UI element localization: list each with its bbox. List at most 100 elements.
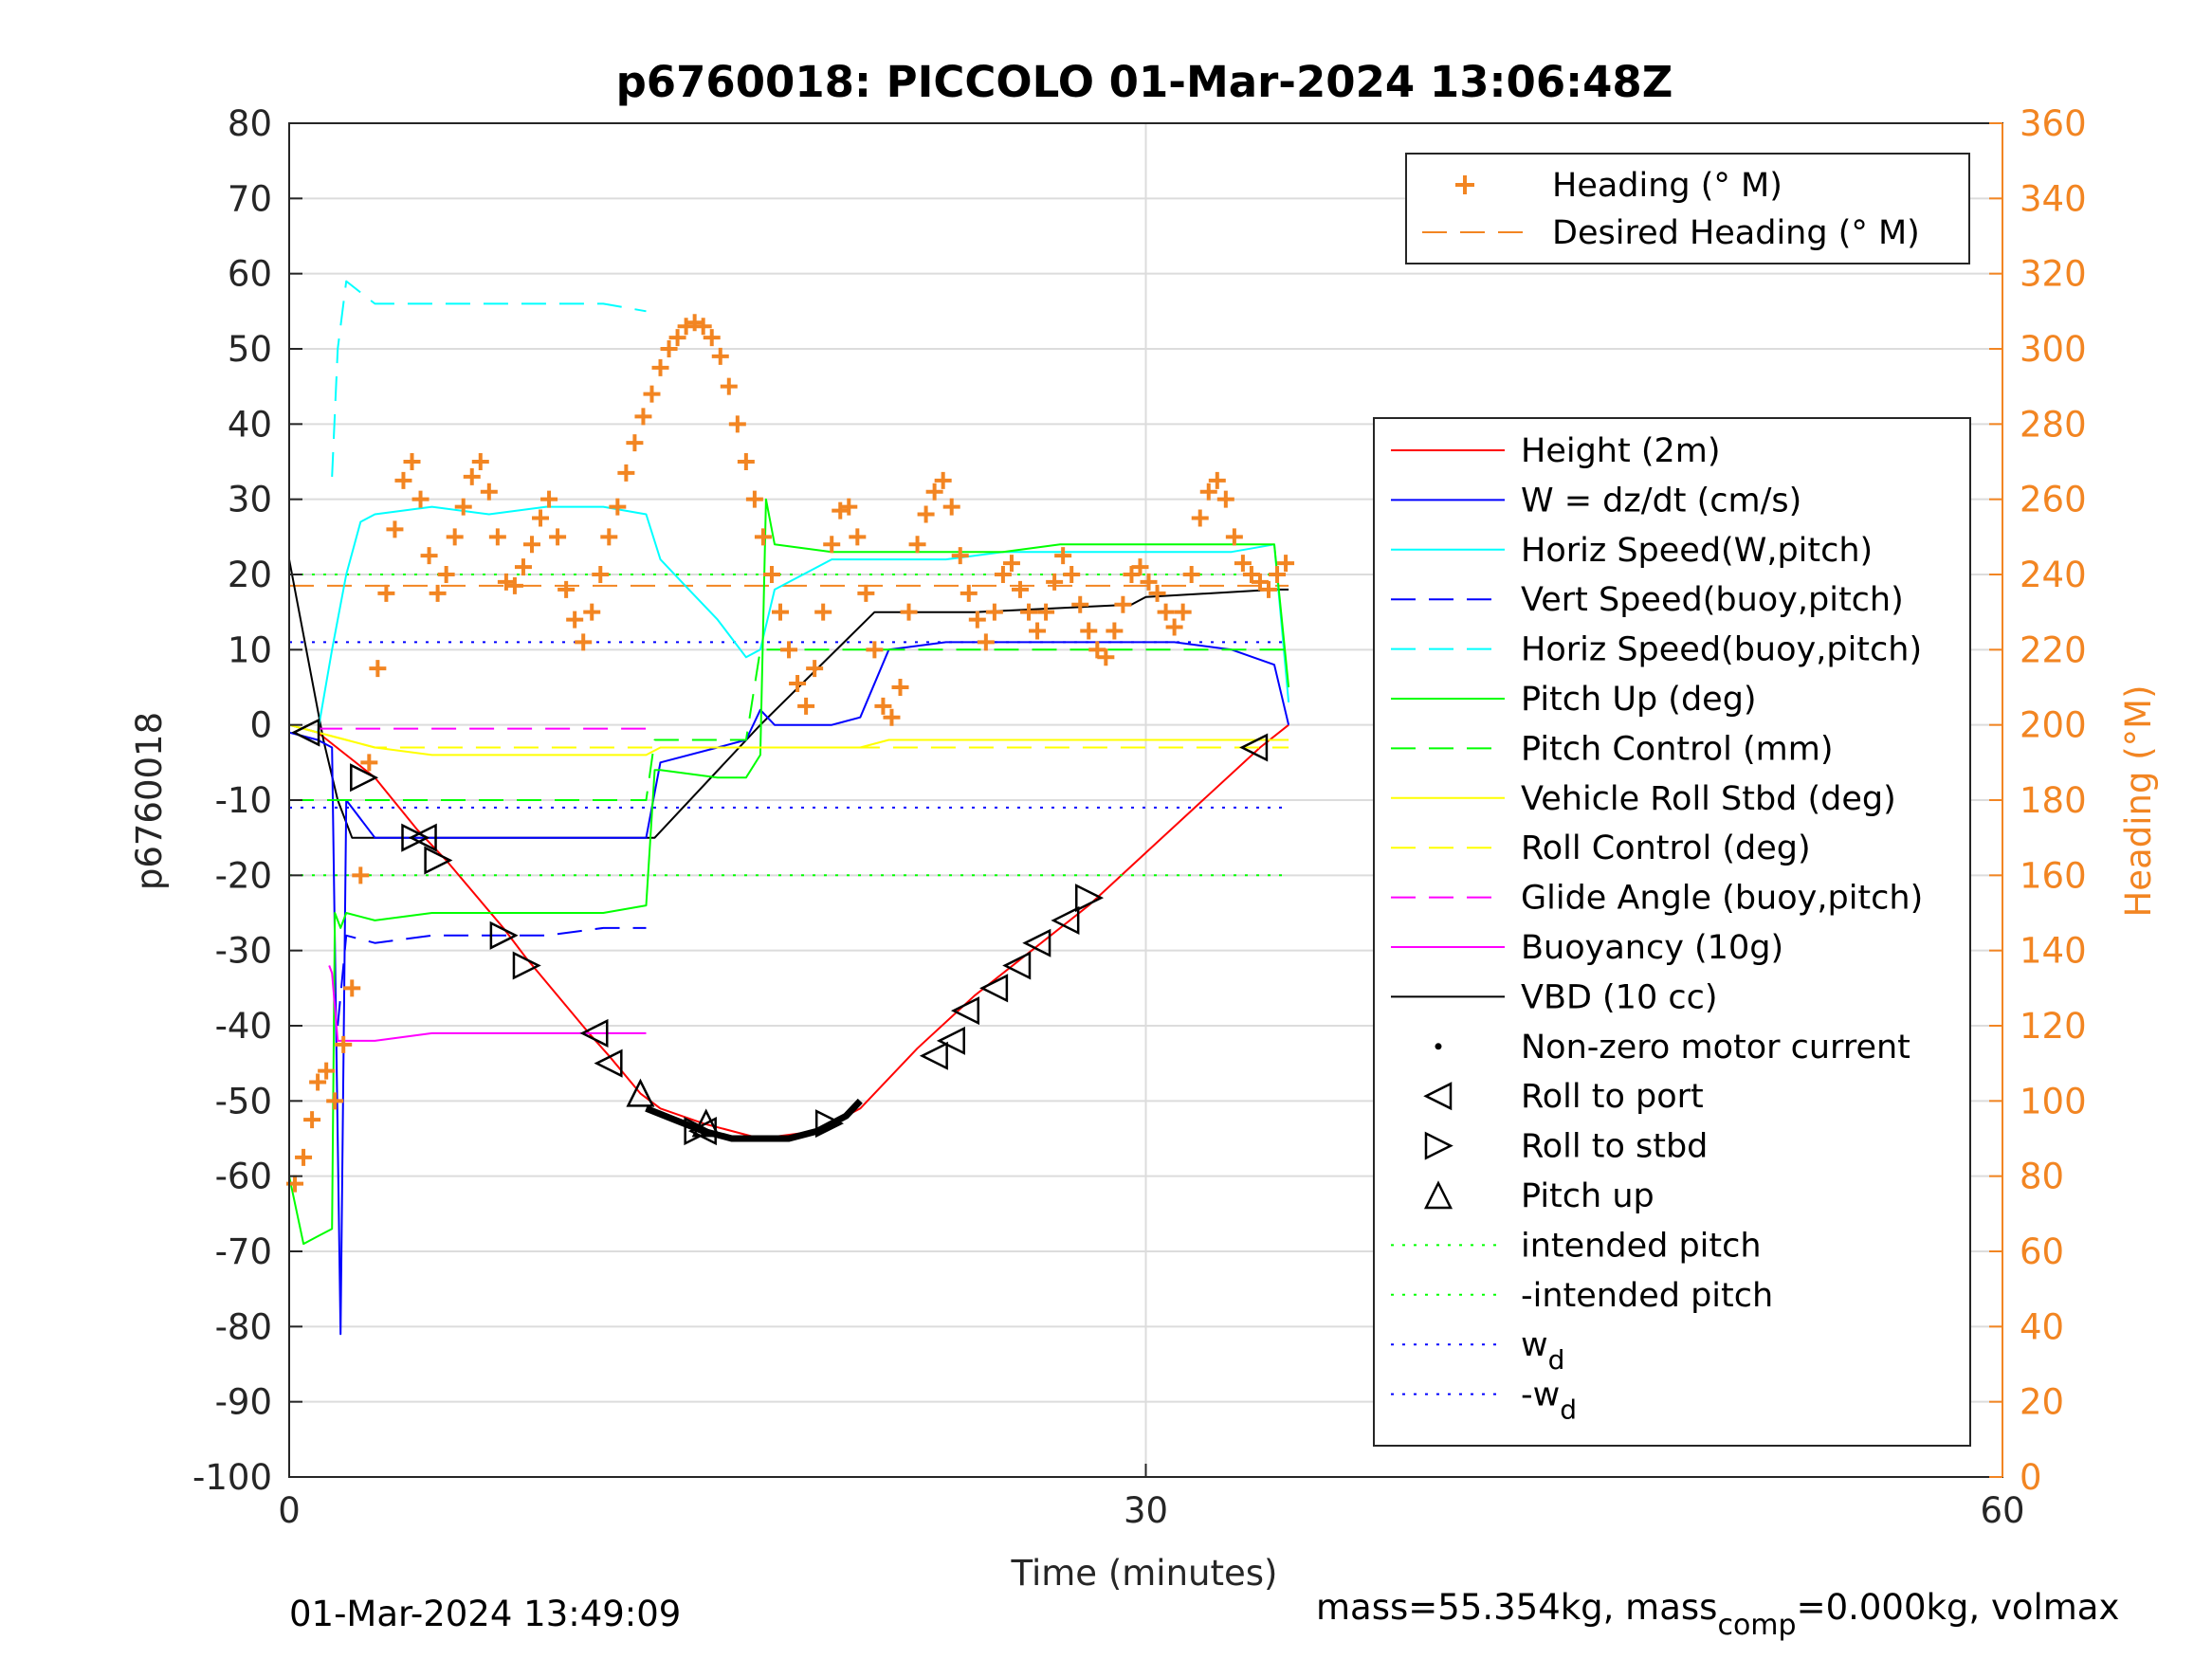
- heading-point: [394, 471, 412, 489]
- heading-point: [626, 434, 644, 452]
- heading-point: [540, 490, 558, 508]
- heading-point: [994, 566, 1012, 583]
- series-buoyancy-10g: [328, 965, 647, 1042]
- y-tick-label: -20: [215, 855, 272, 896]
- y-right-tick-label: 100: [2020, 1081, 2087, 1121]
- heading-point: [1208, 471, 1226, 489]
- heading-point: [934, 471, 952, 489]
- legend-label: Horiz Speed(buoy,pitch): [1521, 631, 1922, 669]
- y-tick-label: 40: [228, 404, 272, 445]
- series-pitch-control-mm: [289, 648, 1289, 801]
- marker-left: [1022, 928, 1051, 957]
- markers-roll-to-stbd: [350, 763, 1105, 1146]
- series-roll-control-deg: [288, 723, 1289, 749]
- footer-mass-sub: comp: [1717, 1609, 1796, 1642]
- legend-entry: W = dz/dt (cm/s): [1391, 482, 1801, 520]
- legend-entry: Horiz Speed(W,pitch): [1391, 532, 1873, 570]
- heading-point: [558, 580, 576, 598]
- legend-label-text: Vehicle Roll Stbd (deg): [1521, 780, 1896, 818]
- legend-label: Glide Angle (buoy,pitch): [1521, 880, 1923, 918]
- heading-point: [908, 536, 926, 554]
- heading-point: [583, 603, 601, 621]
- heading-point: [703, 329, 721, 347]
- y-tick-label: -50: [215, 1081, 272, 1121]
- heading-point: [1140, 573, 1158, 591]
- heading-point: [1191, 509, 1209, 527]
- legend-label: Roll to port: [1521, 1078, 1704, 1116]
- legend-entry: Vehicle Roll Stbd (deg): [1391, 780, 1896, 818]
- heading-point: [480, 483, 498, 501]
- y-tick-label: 70: [228, 178, 272, 219]
- heading-point: [575, 633, 593, 651]
- marker-layer: [291, 718, 1269, 1146]
- heading-point: [1225, 528, 1243, 546]
- legend-label: Horiz Speed(W,pitch): [1521, 532, 1873, 570]
- heading-point: [1131, 558, 1149, 576]
- heading-point: [1054, 547, 1072, 565]
- legend-label-text: Pitch up: [1521, 1177, 1654, 1215]
- x-tick-label: 0: [278, 1490, 301, 1531]
- heading-point: [592, 566, 610, 583]
- legend-sample: [1423, 1082, 1453, 1111]
- heading-point: [1063, 566, 1081, 583]
- x-tick-label: 60: [1980, 1490, 2024, 1531]
- legend-label-text: Horiz Speed(W,pitch): [1521, 532, 1873, 570]
- legend-label-text: Glide Angle (buoy,pitch): [1521, 880, 1923, 918]
- legend-heading-box: [1405, 153, 1970, 264]
- y-tick-label: 20: [228, 555, 272, 595]
- heading-point: [1234, 555, 1252, 573]
- y-right-tick-label: 180: [2020, 780, 2087, 821]
- heading-point: [463, 467, 481, 485]
- heading-point: [1088, 641, 1106, 659]
- heading-point: [446, 528, 464, 546]
- marker-left: [979, 974, 1009, 1003]
- heading-point: [471, 453, 489, 470]
- heading-point: [1199, 483, 1217, 501]
- heading-point: [1020, 603, 1038, 621]
- legend-label: Pitch Control (mm): [1521, 730, 1833, 768]
- legend-label: Pitch Up (deg): [1521, 681, 1757, 719]
- y-tick-label: -40: [215, 1006, 272, 1047]
- marker-right: [1075, 884, 1105, 913]
- footer-mass: mass=55.354kg, masscomp=0.000kg, volmax: [1316, 1587, 2119, 1642]
- heading-point: [522, 536, 540, 554]
- marker-right: [350, 763, 379, 793]
- heading-point: [960, 584, 978, 602]
- y-right-tick-label: 20: [2020, 1382, 2064, 1423]
- heading-point: [728, 415, 746, 433]
- heading-point: [857, 584, 875, 602]
- markers-pitch-up: [626, 1078, 721, 1138]
- legend-label-text: Height (2m): [1521, 432, 1721, 470]
- legend-entry: Vert Speed(buoy,pitch): [1391, 581, 1904, 619]
- heading-point: [985, 603, 1003, 621]
- heading-point: [772, 603, 790, 621]
- legend-label-text: intended pitch: [1521, 1227, 1762, 1265]
- y-tick-label: -30: [215, 931, 272, 972]
- legend-heading: Heading (° M) Desired Heading (° M): [1405, 153, 1970, 264]
- heading-point: [295, 1148, 313, 1166]
- y-tick-label: 50: [228, 329, 272, 370]
- marker-left: [1239, 733, 1269, 762]
- legend-entry: wd: [1391, 1326, 1564, 1376]
- y-tick-label: 60: [228, 254, 272, 295]
- heading-point: [942, 498, 960, 516]
- marker-right: [814, 1109, 845, 1139]
- legend-entry: Buoyancy (10g): [1391, 929, 1783, 967]
- marker-left: [579, 1018, 609, 1048]
- marker-right: [424, 846, 453, 875]
- legend-label: Roll Control (deg): [1521, 830, 1811, 867]
- heading-point: [609, 498, 627, 516]
- heading-point: [1080, 622, 1098, 640]
- legend-entry: Pitch Control (mm): [1391, 730, 1833, 768]
- legend-entry: Roll to stbd: [1424, 1128, 1708, 1166]
- heading-point: [925, 483, 943, 501]
- legend-label-text: Roll to stbd: [1521, 1128, 1708, 1166]
- legend-entry: Desired Heading (° M): [1422, 214, 1920, 252]
- legend-label: wd: [1521, 1326, 1564, 1376]
- heading-point: [832, 501, 850, 520]
- legend-label: W = dz/dt (cm/s): [1521, 482, 1801, 520]
- marker-left: [408, 823, 437, 852]
- marker-up: [691, 1108, 721, 1138]
- heading-point: [694, 318, 712, 336]
- legend-entry: Pitch up: [1423, 1177, 1654, 1215]
